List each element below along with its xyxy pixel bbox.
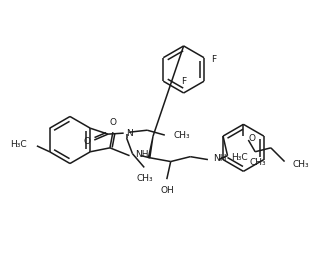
Text: O: O [83,137,90,146]
Text: OH: OH [161,186,175,195]
Text: H₃C: H₃C [231,153,247,162]
Polygon shape [148,136,153,158]
Text: O: O [248,134,255,143]
Text: CH₃: CH₃ [174,130,190,140]
Text: NH: NH [136,150,149,159]
Text: N: N [126,129,133,138]
Text: F: F [211,55,216,64]
Text: O: O [109,118,116,127]
Text: NH: NH [213,154,226,163]
Text: F: F [181,77,186,86]
Text: CH₃: CH₃ [249,158,266,167]
Text: CH₃: CH₃ [292,160,309,169]
Text: H₃C: H₃C [10,140,27,150]
Text: CH₃: CH₃ [137,174,154,183]
